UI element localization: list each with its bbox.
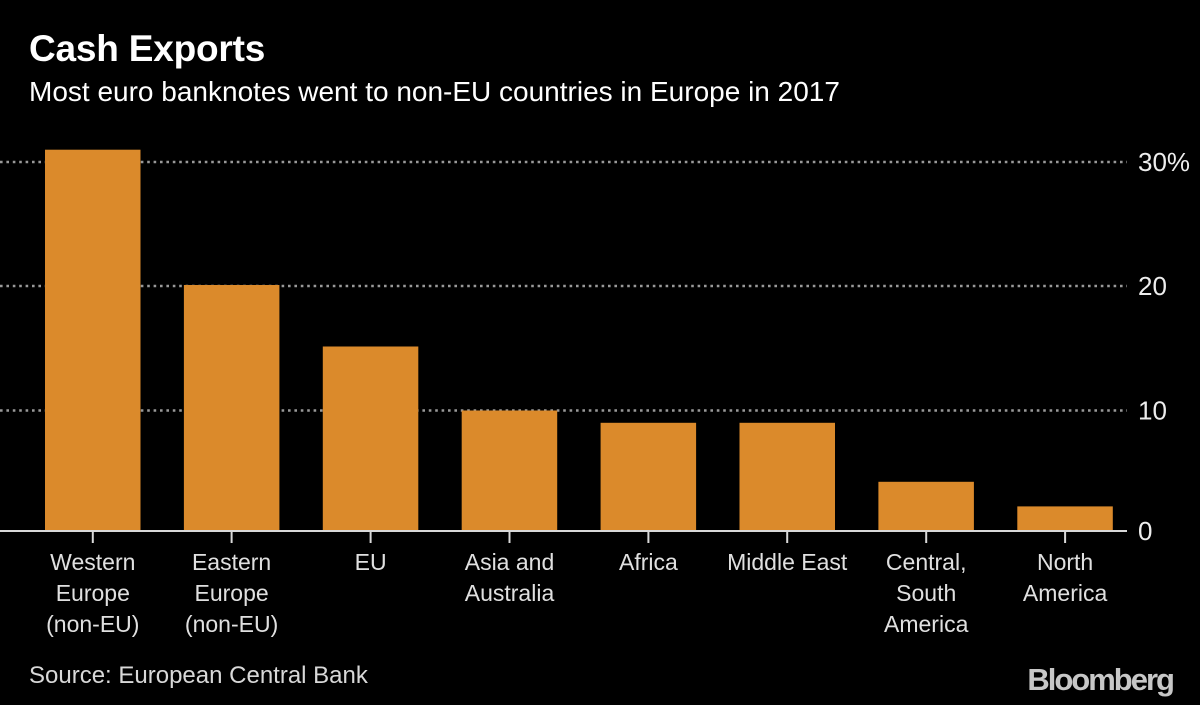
svg-text:30%: 30%: [1138, 147, 1190, 177]
svg-text:0: 0: [1138, 516, 1152, 546]
svg-text:10: 10: [1138, 396, 1167, 426]
svg-text:20: 20: [1138, 271, 1167, 301]
